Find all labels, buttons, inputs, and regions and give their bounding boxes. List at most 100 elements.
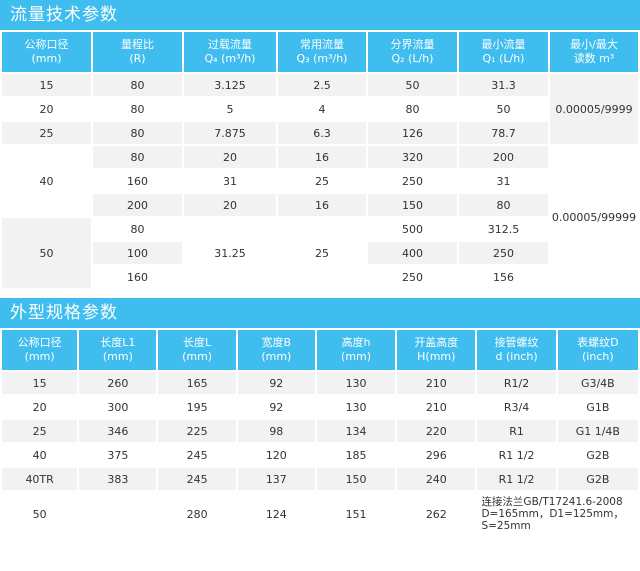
cell-dd: G1 1/4B [557,420,638,442]
cell-hh: 262 [397,492,476,536]
header-nominal-diameter: 公称口径 (mm) [2,32,91,72]
header-width-b: 宽度B (mm) [237,330,315,370]
cell-dn: 15 [2,372,78,394]
flow-table: 公称口径 (mm) 量程比 (R) 过载流量 Q₄ (m³/h) 常用流量 Q₃ (m³… [0,30,640,290]
cell-q4: 3.125 [184,74,276,96]
header-minimum-flow: 最小流量 Q₁ (L/h) [459,32,548,72]
cell-q4: 31 [184,170,276,192]
cell-d: R3/4 [477,396,556,418]
cell-r: 80 [93,122,182,144]
cell-q3: 25 [278,218,366,288]
header-range-ratio: 量程比 (R) [93,32,182,72]
cell-r: 80 [93,98,182,120]
cell-q3: 16 [278,146,366,168]
cell-reading-large: 0.00005/99999 [550,146,638,288]
cell-l: 245 [158,468,236,490]
dims-header-row: 公称口径 (mm) 长度L1 (mm) 长度L (mm) 宽度B (mm) 高度h (mm… [2,330,638,370]
cell-b: 92 [237,372,315,394]
cell-l: 280 [158,492,236,536]
cell-q4: 7.875 [184,122,276,144]
cell-r: 200 [93,194,182,216]
cell-r: 160 [93,266,182,288]
table-row: 40 375 245 120 185 296 R1 1/2 G2B [2,444,638,466]
cell-h: 134 [316,420,396,442]
cell-q1: 50 [459,98,548,120]
cell-dn: 40 [2,146,91,216]
cell-q1: 200 [459,146,548,168]
cell-dn: 25 [2,420,78,442]
cell-d: R1 [477,420,556,442]
cell-l1: 300 [79,396,157,418]
cell-q4: 20 [184,146,276,168]
cell-d: R1 1/2 [477,468,556,490]
cell-hh: 220 [397,420,476,442]
cell-hh: 210 [397,372,476,394]
cell-b: 98 [237,420,315,442]
table-row: 25 80 7.875 6.3 126 78.7 [2,122,638,144]
cell-h: 130 [316,396,396,418]
flange-note: 连接法兰GB/T17241.6-2008 D=165mm，D1=125mm， S… [477,492,638,536]
cell-q2: 50 [368,74,457,96]
cell-b: 124 [237,492,315,536]
cell-l: 245 [158,444,236,466]
cell-q2: 250 [368,266,457,288]
cell-r: 80 [93,218,182,240]
cell-dn: 50 [2,492,78,536]
cell-q2: 250 [368,170,457,192]
header-open-height: 开盖高度 H(mm) [397,330,476,370]
cell-dn: 15 [2,74,91,96]
header-min-max-reading: 最小/最大 读数 m³ [550,32,638,72]
cell-r: 80 [93,146,182,168]
cell-l: 195 [158,396,236,418]
header-meter-thread: 表螺纹D (inch) [557,330,638,370]
flow-section-title: 流量技术参数 [0,0,640,30]
cell-l1: 260 [79,372,157,394]
header-length-l1: 长度L1 (mm) [79,330,157,370]
cell-b: 137 [237,468,315,490]
cell-d: R1 1/2 [477,444,556,466]
cell-q2: 126 [368,122,457,144]
cell-q3: 4 [278,98,366,120]
table-row: 40TR 383 245 137 150 240 R1 1/2 G2B [2,468,638,490]
cell-r: 160 [93,170,182,192]
cell-q3: 16 [278,194,366,216]
cell-dd: G2B [557,468,638,490]
table-row: 50 80 31.25 25 500 312.5 [2,218,638,288]
cell-l1: 375 [79,444,157,466]
cell-h: 130 [316,372,396,394]
cell-dd: G2B [557,444,638,466]
dims-table: 公称口径 (mm) 长度L1 (mm) 长度L (mm) 宽度B (mm) 高度h (mm… [0,328,640,538]
cell-q2: 80 [368,98,457,120]
table-row: 25 346 225 98 134 220 R1 G1 1/4B [2,420,638,442]
cell-q3: 25 [278,170,366,192]
cell-q1: 80 [459,194,548,216]
cell-r: 100 [93,242,182,264]
cell-l1 [79,492,157,536]
cell-dn: 25 [2,122,91,144]
cell-h: 185 [316,444,396,466]
cell-b: 120 [237,444,315,466]
dims-section-title: 外型规格参数 [0,298,640,328]
cell-q1: 78.7 [459,122,548,144]
cell-h: 151 [316,492,396,536]
table-row: 160 31 25 250 31 [2,170,638,192]
cell-q4: 5 [184,98,276,120]
table-row: 40 80 20 16 320 200 0.00005/99999 [2,146,638,288]
cell-q1: 312.5 [459,218,548,240]
cell-dd: G1B [557,396,638,418]
cell-l: 165 [158,372,236,394]
cell-q1: 156 [459,266,548,288]
cell-l1: 383 [79,468,157,490]
cell-q1: 250 [459,242,548,264]
table-row: 20 300 195 92 130 210 R3/4 G1B [2,396,638,418]
cell-q3: 6.3 [278,122,366,144]
cell-l: 225 [158,420,236,442]
header-length-l: 长度L (mm) [158,330,236,370]
table-row: 50 280 124 151 262 连接法兰GB/T17241.6-2008 … [2,492,638,536]
cell-h: 150 [316,468,396,490]
cell-q2: 150 [368,194,457,216]
flow-header-row: 公称口径 (mm) 量程比 (R) 过载流量 Q₄ (m³/h) 常用流量 Q₃ (m³… [2,32,638,72]
header-permanent-flow: 常用流量 Q₃ (m³/h) [278,32,366,72]
cell-q2: 500 [368,218,457,240]
cell-dn: 20 [2,396,78,418]
